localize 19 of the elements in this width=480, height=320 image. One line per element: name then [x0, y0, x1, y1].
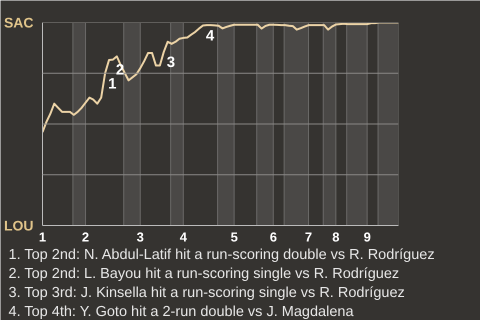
x-tick-label: 1	[38, 230, 46, 244]
text: SAC	[4, 14, 34, 30]
text: 4. Top 4th: Y. Goto hit a 2-run double vs J. Magdalena	[8, 304, 354, 320]
x-tick-label: 9	[364, 230, 371, 244]
x-tick-label: 5	[230, 230, 238, 244]
text: 2. Top 2nd: L. Bayou hit a run-scoring single vs R. Rodríguez	[8, 266, 400, 282]
x-tick-label: 8	[332, 230, 340, 244]
annotation: 3	[166, 54, 176, 71]
x-tick-label: 2	[82, 230, 90, 244]
text: LOU	[4, 218, 34, 234]
text: 1. Top 2nd: N. Abdul-Latif hit a run-scoring double vs R. Rodríguez	[8, 247, 435, 263]
annotation: 2	[116, 62, 124, 79]
x-tick-label: 4	[180, 230, 188, 244]
x-tick-label: 3	[136, 230, 144, 244]
text: 3. Top 3rd: J. Kinsella hit a run-scoring single vs R. Rodríguez	[8, 285, 405, 301]
x-tick-label: 7	[304, 230, 312, 244]
annotation: 4	[206, 28, 215, 45]
x-tick-label: 6	[270, 230, 277, 244]
annotation: 1	[108, 75, 116, 92]
